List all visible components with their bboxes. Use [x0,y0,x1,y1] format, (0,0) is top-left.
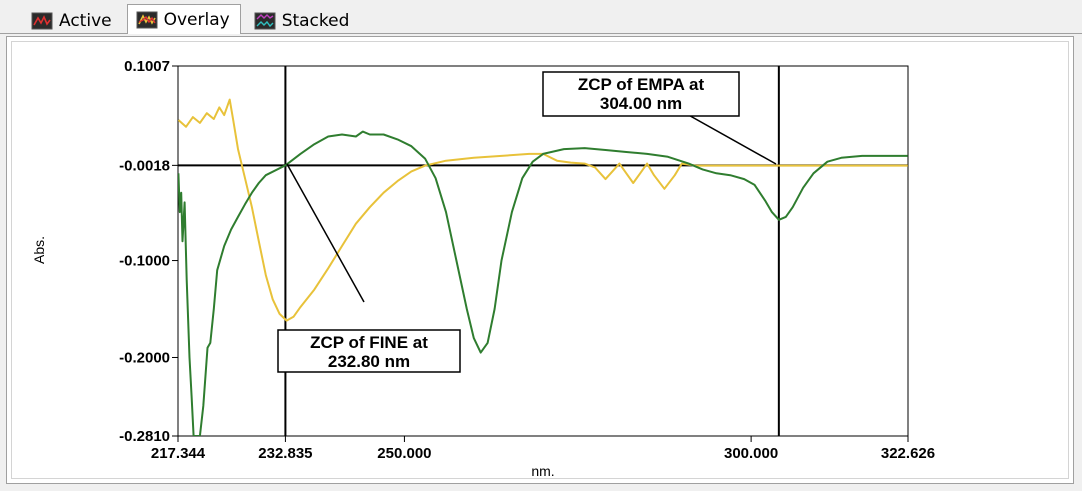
tab-active[interactable]: Active [22,7,123,33]
tab-label-overlay: Overlay [163,9,230,30]
chart-frame [11,41,1069,479]
annotation-text-line1: ZCP of FINE at [310,333,428,352]
annotation-box [277,329,461,373]
plot-area [177,65,909,437]
x-tick-label: 232.835 [258,445,312,462]
annotation-leader-line [675,107,777,165]
x-tick-label: 217.344 [151,445,206,462]
x-tick-label: 300.000 [724,445,778,462]
y-tick-label: -0.2000 [119,349,170,366]
x-axis-label: nm. [531,463,554,479]
annotation-text-line1: ZCP of EMPA at [578,75,705,94]
annotation-text-line2: 304.00 nm [600,94,682,113]
annotation-box [542,71,740,117]
view-tab-bar: Active Overlay Stacked [0,0,1082,34]
spectrum-series-line-2 [178,130,908,436]
x-tick-label: 250.000 [377,445,431,462]
spectrum-overlay-icon [136,11,158,28]
y-tick-label: 0.1007 [124,58,170,75]
annotation-leader-line [286,163,365,303]
x-tick-label: 322.626 [881,445,935,462]
tab-label-active: Active [59,10,112,31]
tab-label-stacked: Stacked [281,10,350,31]
y-axis-label: Abs. [31,236,47,264]
tab-overlay[interactable]: Overlay [126,4,241,34]
spectrum-active-icon [31,12,53,29]
tab-stacked[interactable]: Stacked [245,7,361,33]
y-tick-label: -0.1000 [119,253,170,270]
spectrum-stacked-icon [254,12,276,29]
spectrum-series-line-1 [178,98,908,322]
y-tick-label: -0.0018 [119,157,170,174]
annotation-text-line2: 232.80 nm [328,352,410,371]
y-tick-label: -0.2810 [119,428,170,445]
